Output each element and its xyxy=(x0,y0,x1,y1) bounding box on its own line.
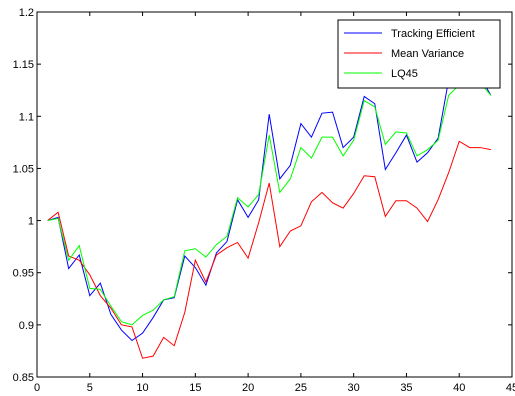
x-tick-label: 10 xyxy=(136,382,148,394)
ticks-layer: 0 5 10 15 20 25 30 35 40 45 0.85 0.9 0.95 1 1.05 1.1 1.1… xyxy=(13,7,515,394)
x-tick-label: 45 xyxy=(506,382,515,394)
series-line-tracking-efficient xyxy=(47,71,492,342)
series-line-mean-variance xyxy=(47,140,491,359)
y-tick-label: 1 xyxy=(28,216,34,228)
y-tick-label: 1.05 xyxy=(13,163,34,175)
legend-box xyxy=(337,19,501,89)
legend: Tracking Efficient Mean Variance LQ45 xyxy=(337,19,501,89)
y-tick-label: 1.15 xyxy=(13,59,34,71)
y-tick-label: 0.85 xyxy=(13,372,34,384)
x-tick-label: 35 xyxy=(400,382,412,394)
legend-label-tracking-efficient: Tracking Efficient xyxy=(391,28,475,40)
y-tick-label: 0.9 xyxy=(19,320,34,332)
x-tick-label: 40 xyxy=(453,382,465,394)
y-tick-label: 1.1 xyxy=(19,111,34,123)
y-tick-label: 0.95 xyxy=(13,268,34,280)
legend-label-mean-variance: Mean Variance xyxy=(391,48,464,60)
x-tick-label: 30 xyxy=(348,382,360,394)
x-tick-label: 25 xyxy=(295,382,307,394)
x-tick-label: 0 xyxy=(34,382,40,394)
x-tick-label: 15 xyxy=(189,382,201,394)
x-tick-label: 20 xyxy=(242,382,254,394)
series-line-lq45 xyxy=(47,76,492,326)
y-tick-label: 1.2 xyxy=(19,7,34,19)
series-layer xyxy=(47,71,492,359)
x-tick-label: 5 xyxy=(87,382,93,394)
legend-label-lq45: LQ45 xyxy=(391,68,418,80)
